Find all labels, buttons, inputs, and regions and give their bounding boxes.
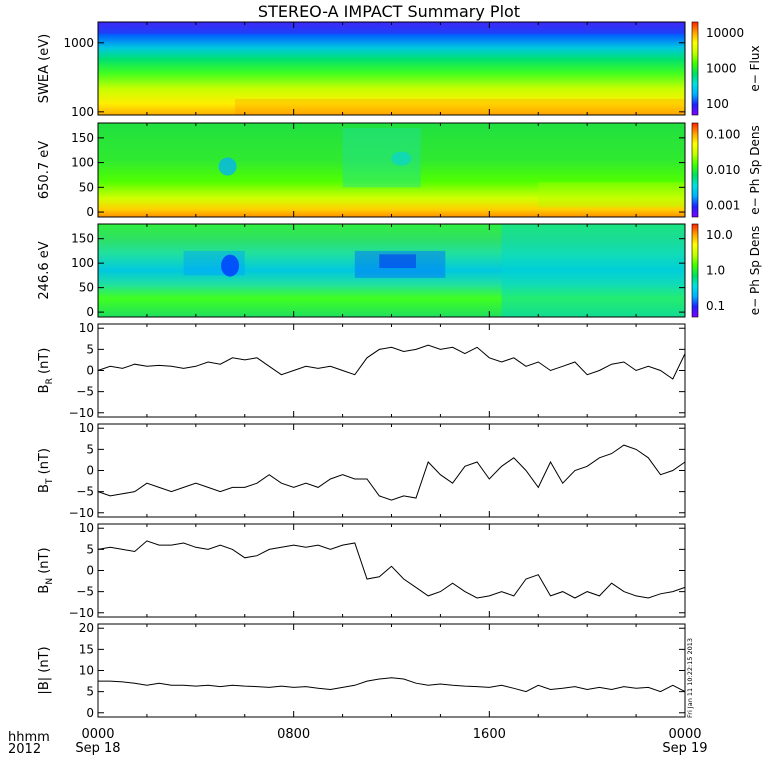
y-axis-label-pad246: 246.6 eV [37, 241, 52, 299]
line-bt [97, 444, 686, 501]
x-tick-label: 0000 [81, 727, 114, 742]
line-br [97, 344, 686, 380]
x-tick-date-label: Sep 19 [662, 741, 707, 756]
colorbar-label-pad246: e− Ph Sp Dens [748, 226, 762, 315]
line-bn [97, 540, 686, 599]
y-tick-label: 0 [86, 305, 94, 319]
axes-frame-bt [97, 423, 686, 518]
x-tick-date-label: Sep 18 [75, 741, 120, 756]
panel-pad650: 0.001 0.010 0.100 e− Ph Sp Dens 0 50 100 150 650… [37, 122, 762, 219]
y-tick-label: 5 [86, 342, 94, 356]
y-tick-label: 100 [71, 156, 94, 170]
year-label: 2012 [8, 742, 41, 757]
line-bmag [98, 677, 686, 693]
y-tick-label: −10 [69, 506, 94, 520]
colorbar-tick-label: 0.100 [706, 127, 740, 141]
y-tick-label: −10 [69, 406, 94, 420]
y-tick-label: 10 [79, 664, 94, 678]
colorbar-tick-label: 0.001 [706, 199, 740, 213]
y-tick-label: 50 [79, 281, 94, 295]
y-tick-label: 50 [79, 180, 94, 194]
y-tick-label: 5 [86, 442, 94, 456]
y-tick-label: −10 [69, 606, 94, 620]
panel-swea: 100 1000 10000 e− Flux 100 1000 SWEA (eV) [37, 21, 762, 119]
y-tick-label: 1000 [63, 36, 94, 50]
panel-bt: −10 −5 0 5 10 BT (nT) [37, 421, 686, 520]
x-tick-label: 0000 [668, 727, 701, 742]
x-tick-label: 0800 [277, 727, 310, 742]
colorbar-tick-label: 0.010 [706, 163, 740, 177]
panel-pad246: 0.1 1.0 10.0 e− Ph Sp Dens 0 50 100 150 246.6 eV [37, 223, 762, 319]
panel-bn: −10 −5 0 5 10 BN (nT) [37, 521, 686, 620]
heatmap-pad246 [98, 224, 685, 317]
axes-frame-bmag [97, 623, 686, 718]
y-tick-label: 10 [79, 521, 94, 535]
y-tick-label: 0 [86, 205, 94, 219]
colorbar-tick-label: 1000 [706, 62, 737, 76]
y-tick-label: 0 [86, 706, 94, 720]
colorbar-swea [691, 21, 699, 116]
colorbar-label-swea: e− Flux [748, 45, 762, 91]
heatmap-swea [98, 22, 685, 115]
y-tick-label: 20 [79, 621, 94, 635]
y-tick-label: 150 [71, 232, 94, 246]
y-axis-label-bt: BT (nT) [37, 448, 55, 493]
y-axis-label-bmag: |B| (nT) [37, 646, 52, 694]
y-tick-label: 5 [86, 542, 94, 556]
y-tick-label: 150 [71, 131, 94, 145]
y-tick-label: 100 [71, 105, 94, 119]
y-tick-label: −5 [76, 385, 94, 399]
colorbar-tick-label: 1.0 [706, 264, 725, 278]
y-tick-label: 0 [86, 364, 94, 378]
colorbar-label-pad650: e− Ph Sp Dens [748, 125, 762, 214]
axes-frame-br [97, 323, 686, 418]
y-tick-label: 5 [86, 685, 94, 699]
y-tick-label: 100 [71, 256, 94, 270]
y-axis-label-bn: BN (nT) [37, 547, 55, 593]
colorbar-pad246 [691, 223, 699, 318]
plot-title: STEREO-A IMPACT Summary Plot [258, 2, 520, 21]
y-tick-label: −5 [76, 585, 94, 599]
colorbar-pad650 [691, 122, 699, 218]
y-tick-label: 10 [79, 321, 94, 335]
colorbar-tick-label: 100 [706, 97, 729, 111]
y-axis-label-br: BR (nT) [37, 348, 55, 394]
y-tick-label: −5 [76, 485, 94, 499]
panel-bmag: 0 5 10 15 20 |B| (nT) [37, 621, 686, 720]
colorbar-tick-label: 0.1 [706, 299, 725, 313]
x-tick-label: 1600 [473, 727, 506, 742]
panel-br: −10 −5 0 5 10 BR (nT) [37, 321, 686, 420]
colorbar-tick-label: 10000 [706, 26, 744, 40]
generation-stamp: Fri Jan 11 10:22:15 2013 [686, 638, 694, 718]
y-tick-label: 10 [79, 421, 94, 435]
y-tick-label: 0 [86, 564, 94, 578]
hhmm-label: hhmm [8, 730, 50, 745]
heatmap-pad650 [98, 123, 685, 217]
y-tick-label: 15 [79, 642, 94, 656]
y-tick-label: 0 [86, 464, 94, 478]
colorbar-tick-label: 10.0 [706, 228, 733, 242]
y-axis-label-swea: SWEA (eV) [37, 34, 52, 103]
y-axis-label-pad650: 650.7 eV [37, 141, 52, 199]
axes-frame-bn [97, 523, 686, 618]
